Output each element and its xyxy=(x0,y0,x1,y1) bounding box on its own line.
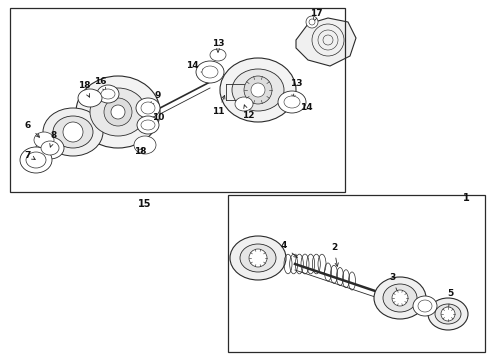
Ellipse shape xyxy=(232,69,284,111)
Ellipse shape xyxy=(309,19,315,25)
Ellipse shape xyxy=(26,152,46,168)
Ellipse shape xyxy=(101,89,115,99)
Ellipse shape xyxy=(392,290,408,306)
Text: 6: 6 xyxy=(25,121,40,137)
Text: 13: 13 xyxy=(290,80,302,98)
Ellipse shape xyxy=(43,108,103,156)
Ellipse shape xyxy=(34,132,54,148)
Polygon shape xyxy=(296,18,356,66)
Ellipse shape xyxy=(78,89,102,107)
Ellipse shape xyxy=(63,122,83,142)
Ellipse shape xyxy=(435,304,461,324)
Ellipse shape xyxy=(20,147,52,173)
Ellipse shape xyxy=(134,136,156,154)
Text: 2: 2 xyxy=(331,243,339,266)
Ellipse shape xyxy=(278,91,306,113)
Text: 14: 14 xyxy=(293,102,312,112)
Ellipse shape xyxy=(53,116,93,148)
Ellipse shape xyxy=(251,83,265,97)
Ellipse shape xyxy=(441,307,455,321)
Text: 7: 7 xyxy=(25,150,35,159)
Ellipse shape xyxy=(220,58,296,122)
Text: 17: 17 xyxy=(310,9,322,22)
Ellipse shape xyxy=(284,96,300,108)
Ellipse shape xyxy=(41,141,59,155)
Text: 3: 3 xyxy=(389,274,399,294)
Text: 18: 18 xyxy=(134,148,146,157)
Text: 4: 4 xyxy=(281,242,297,257)
Text: 5: 5 xyxy=(447,289,453,310)
Ellipse shape xyxy=(111,105,125,119)
Ellipse shape xyxy=(210,49,226,61)
Text: 14: 14 xyxy=(186,60,205,72)
Ellipse shape xyxy=(235,97,253,111)
Ellipse shape xyxy=(374,277,426,319)
Text: 1: 1 xyxy=(463,193,469,203)
Ellipse shape xyxy=(240,244,276,272)
Text: 12: 12 xyxy=(242,105,254,121)
Ellipse shape xyxy=(428,298,468,330)
Ellipse shape xyxy=(383,284,417,312)
Ellipse shape xyxy=(413,296,437,316)
Ellipse shape xyxy=(196,61,224,83)
Ellipse shape xyxy=(90,88,146,136)
Ellipse shape xyxy=(76,76,160,148)
Ellipse shape xyxy=(230,236,286,280)
Text: 11: 11 xyxy=(212,95,225,117)
Ellipse shape xyxy=(36,137,64,159)
Ellipse shape xyxy=(97,85,119,103)
Text: 9: 9 xyxy=(150,91,161,105)
Text: 10: 10 xyxy=(148,113,164,125)
Text: 13: 13 xyxy=(212,40,224,52)
Ellipse shape xyxy=(306,16,318,28)
Ellipse shape xyxy=(244,76,272,104)
Text: 18: 18 xyxy=(78,81,90,97)
Ellipse shape xyxy=(202,66,218,78)
Text: 8: 8 xyxy=(50,131,57,147)
Ellipse shape xyxy=(136,98,160,118)
Ellipse shape xyxy=(418,300,432,312)
Text: 16: 16 xyxy=(94,77,106,91)
Bar xyxy=(228,195,485,352)
Text: 15: 15 xyxy=(138,199,152,209)
Ellipse shape xyxy=(104,98,132,126)
Bar xyxy=(10,8,345,192)
Ellipse shape xyxy=(249,249,267,267)
Ellipse shape xyxy=(141,120,155,130)
Ellipse shape xyxy=(137,116,159,134)
Ellipse shape xyxy=(141,102,155,114)
